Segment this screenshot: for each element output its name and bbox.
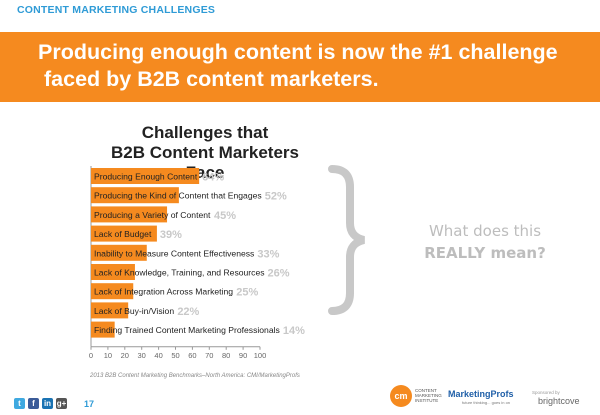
linkedin-icon[interactable]: in <box>42 398 53 409</box>
bar <box>91 283 134 300</box>
facebook-icon[interactable]: f <box>28 398 39 409</box>
marketingprofs-logo: MarketingProfs <box>448 389 514 399</box>
twitter-icon[interactable]: t <box>14 398 25 409</box>
bar <box>91 206 168 223</box>
callout-text: What does this REALLY mean? <box>405 220 565 264</box>
bar-category-label: Finding Trained Content Marketing Profes… <box>94 325 280 335</box>
headline-line-1: Producing enough content is now the #1 c… <box>38 40 558 64</box>
bar-category-label: Inability to Measure Content Effectivene… <box>94 248 254 258</box>
bar <box>91 244 147 261</box>
bar <box>91 168 200 184</box>
x-tick-label: 20 <box>121 351 129 360</box>
social-icons: t f in g+ <box>14 398 67 409</box>
brightcove-logo: brightcove <box>538 396 580 406</box>
source-note: 2013 B2B Content Marketing Benchmarks–No… <box>90 373 300 379</box>
bar-category-label: Producing Enough Content <box>94 172 198 182</box>
bar <box>91 225 157 242</box>
x-tick-label: 50 <box>171 351 179 360</box>
marketingprofs-tagline: future thinking... goes in on <box>462 400 511 405</box>
bar-value-label: 26% <box>268 268 290 280</box>
x-tick-label: 80 <box>222 351 230 360</box>
bar-value-label: 33% <box>257 248 279 260</box>
bar-value-label: 14% <box>283 325 305 337</box>
bar-value-label: 52% <box>265 191 287 203</box>
x-tick-label: 10 <box>104 351 112 360</box>
page-number: 17 <box>84 399 95 409</box>
bar-category-label: Lack of Knowledge, Training, and Resourc… <box>94 268 265 278</box>
x-tick-label: 70 <box>205 351 213 360</box>
x-tick-label: 60 <box>188 351 196 360</box>
curly-brace-icon <box>328 165 366 315</box>
bar-value-label: 22% <box>177 306 199 318</box>
bar-category-label: Producing the Kind of Content that Engag… <box>94 191 262 201</box>
x-tick-label: 100 <box>254 351 267 360</box>
sponsored-by-label: Sponsored by <box>532 390 560 395</box>
callout-line-2: REALLY mean? <box>424 244 546 262</box>
chart-title-line-1: Challenges that <box>141 123 269 142</box>
bar-category-label: Lack of Integration Across Marketing <box>94 287 233 297</box>
googleplus-icon[interactable]: g+ <box>56 398 67 409</box>
cmi-label: CONTENT MARKETING INSTITUTE <box>415 388 442 403</box>
x-tick-label: 0 <box>89 351 93 360</box>
x-tick-label: 40 <box>154 351 162 360</box>
bar <box>91 264 135 280</box>
bar-value-label: 39% <box>160 229 182 241</box>
sponsor-logos: cm CONTENT MARKETING INSTITUTE Marketing… <box>390 383 590 411</box>
bar-category-label: Lack of Buy-in/Vision <box>94 306 174 316</box>
bar-category-label: Lack of Budget <box>94 229 152 239</box>
bar-category-label: Producing a Variety of Content <box>94 210 211 220</box>
bar-value-label: 64% <box>202 172 224 184</box>
section-title: CONTENT MARKETING CHALLENGES <box>17 4 216 16</box>
x-tick-label: 30 <box>138 351 146 360</box>
headline-line-2: faced by B2B content marketers. <box>44 67 379 91</box>
cmi-logo: cm <box>390 385 412 407</box>
bar <box>91 321 115 338</box>
bar <box>91 187 179 204</box>
headline-banner: Producing enough content is now the #1 c… <box>0 32 600 102</box>
bar <box>91 302 129 319</box>
callout-line-1: What does this <box>428 222 542 240</box>
chart-title: Challenges that B2B Content Marketers Fa… <box>90 123 320 183</box>
bar-value-label: 45% <box>214 210 236 222</box>
bar-value-label: 25% <box>236 287 258 299</box>
x-tick-label: 90 <box>239 351 247 360</box>
